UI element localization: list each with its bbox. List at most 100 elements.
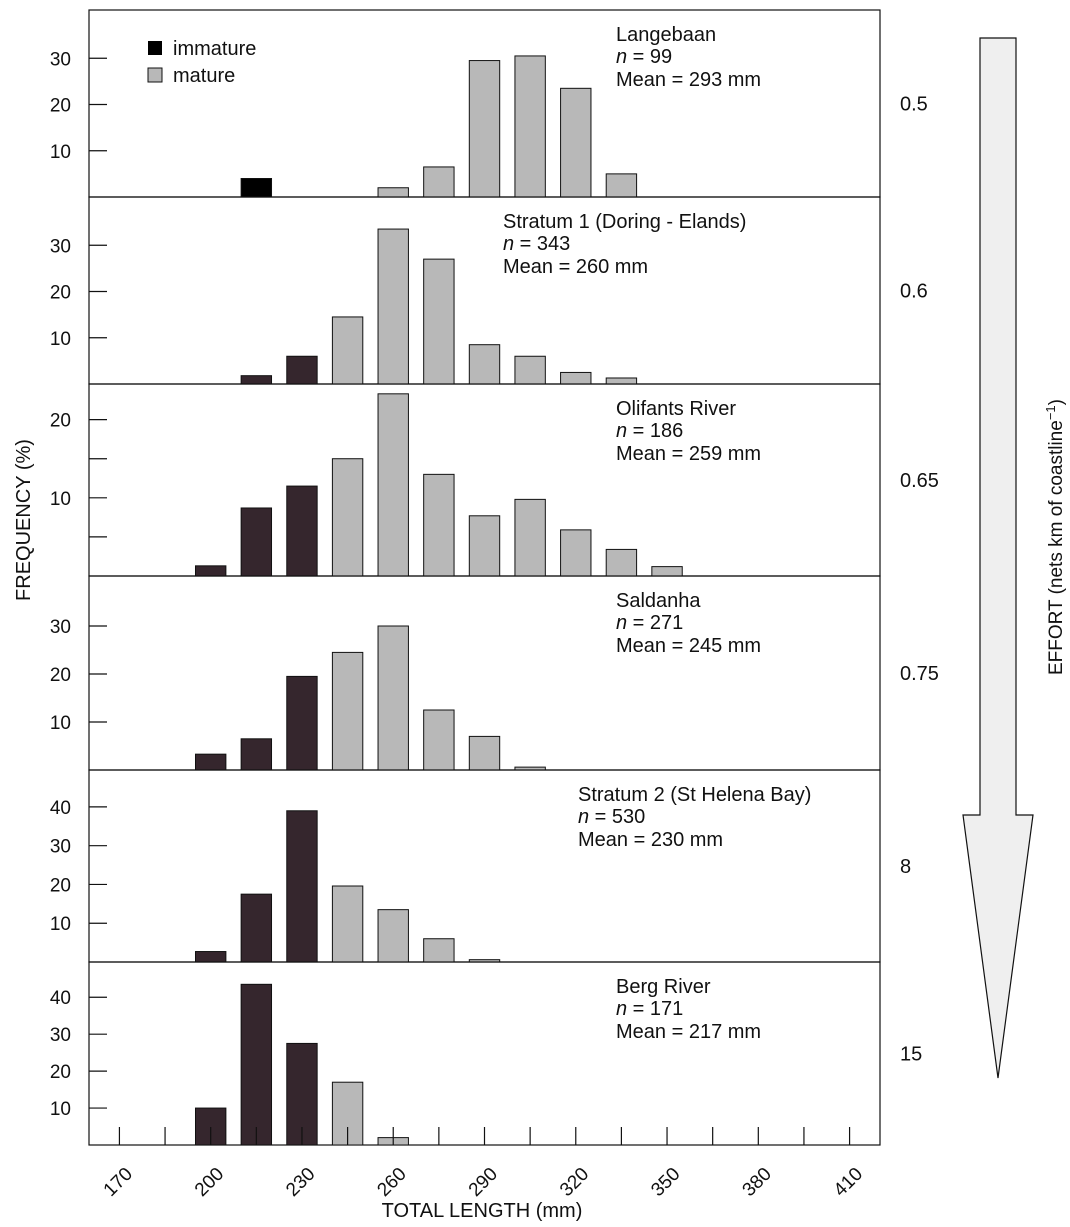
- legend-mature-swatch: [147, 67, 163, 83]
- x-tick-label: 410: [830, 1164, 867, 1201]
- y-tick-label: 30: [50, 1025, 71, 1046]
- bar-mature: [514, 55, 546, 198]
- y-tick-label: 30: [50, 617, 71, 638]
- effort-value: 0.6: [900, 281, 928, 303]
- panel-title: Stratum 1 (Doring - Elands): [503, 211, 746, 233]
- x-tick-label: 350: [647, 1164, 684, 1201]
- n-symbol: n: [616, 46, 627, 68]
- x-tick-label: 230: [282, 1164, 319, 1201]
- panel-2: 10 20 30 Stratum 1 (Doring - Elands)n = 343…: [50, 196, 928, 385]
- panel-title: Langebaan: [616, 24, 716, 46]
- bar-mature: [605, 548, 638, 577]
- bar-immature: [286, 485, 318, 577]
- n-value: = 186: [627, 420, 683, 442]
- y-tick-label: 30: [50, 49, 71, 70]
- bar-mature: [377, 625, 409, 771]
- bar-immature: [194, 753, 227, 771]
- bar-immature: [240, 507, 273, 577]
- bar-mature: [423, 166, 455, 198]
- y-axis-label: FREQUENCY (%): [13, 439, 35, 601]
- x-tick-label: 200: [191, 1164, 228, 1201]
- n-value: = 343: [514, 233, 570, 255]
- x-axis-label: TOTAL LENGTH (mm): [382, 1200, 583, 1222]
- bar-immature: [194, 951, 227, 963]
- n-value: = 99: [627, 46, 672, 68]
- x-tick-label: 320: [556, 1164, 593, 1201]
- panel-n: n = 343: [503, 233, 570, 255]
- bar-mature: [468, 735, 501, 771]
- panel-n: n = 271: [616, 612, 683, 634]
- bar-mature: [423, 258, 455, 385]
- panel-n: n = 99: [616, 46, 672, 68]
- y-tick-label: 40: [50, 988, 71, 1009]
- panel-5: 10 20 30 40 Stratum 2 (St Helena Bay)n = 530…: [50, 769, 911, 963]
- panel-mean: Mean = 245 mm: [616, 635, 761, 657]
- bar-immature: [194, 565, 227, 577]
- n-value: = 171: [627, 998, 683, 1020]
- panel-n: n = 186: [616, 420, 683, 442]
- n-value: = 530: [589, 806, 645, 828]
- y-tick-label: 20: [50, 96, 71, 117]
- y-tick-label: 10: [50, 489, 71, 510]
- bar-mature: [331, 651, 364, 771]
- bar-mature: [331, 885, 364, 963]
- y-tick-label: 10: [50, 713, 71, 734]
- y-tick-label: 20: [50, 411, 71, 432]
- y-tick-label: 20: [50, 875, 71, 896]
- y-tick-label: 40: [50, 798, 71, 819]
- n-symbol: n: [503, 233, 514, 255]
- y-tick-label: 10: [50, 142, 71, 163]
- bar-immature: [240, 738, 273, 771]
- panel-n: n = 171: [616, 998, 683, 1020]
- y-tick-label: 20: [50, 283, 71, 304]
- effort-direction-arrow: [962, 37, 1034, 1079]
- panel-title: Berg River: [616, 976, 711, 998]
- effort-value: 0.5: [900, 94, 928, 116]
- bar-immature: [286, 675, 318, 771]
- bar-mature: [377, 187, 409, 198]
- bar-mature: [377, 393, 409, 577]
- bar-immature: [240, 178, 273, 198]
- bar-mature: [560, 371, 592, 385]
- n-symbol: n: [616, 998, 627, 1020]
- y-tick-label: 20: [50, 665, 71, 686]
- bar-mature: [377, 228, 409, 385]
- effort-value: 8: [900, 856, 911, 878]
- x-tick-label: 260: [373, 1164, 410, 1201]
- bar-mature: [423, 938, 455, 963]
- legend-mature-label: mature: [173, 65, 235, 87]
- bar-mature: [423, 473, 455, 577]
- x-tick-label: 290: [465, 1164, 502, 1201]
- legend: immature mature: [147, 38, 256, 87]
- panel-n: n = 530: [578, 806, 645, 828]
- n-symbol: n: [616, 420, 627, 442]
- bar-immature: [286, 810, 318, 963]
- bar-mature: [468, 344, 501, 385]
- effort-value: 0.75: [900, 663, 939, 685]
- bar-immature: [240, 983, 273, 1146]
- bar-mature: [514, 498, 546, 577]
- y-tick-label: 10: [50, 329, 71, 350]
- n-symbol: n: [616, 612, 627, 634]
- y-tick-label: 20: [50, 1062, 71, 1083]
- bar-mature: [468, 515, 501, 577]
- bar-mature: [423, 709, 455, 771]
- bar-mature: [605, 173, 638, 198]
- bar-mature: [560, 529, 592, 577]
- bar-mature: [331, 458, 364, 577]
- panel-title: Olifants River: [616, 398, 736, 420]
- bar-immature: [240, 375, 273, 385]
- bar-immature: [286, 355, 318, 385]
- effort-value: 15: [900, 1044, 922, 1066]
- bar-mature: [560, 87, 592, 198]
- y-tick-label: 10: [50, 1099, 71, 1120]
- panel-title: Stratum 2 (St Helena Bay): [578, 784, 811, 806]
- legend-immature-swatch: [148, 41, 162, 55]
- effort-axis-label: EFFORT (nets km of coastline−1): [1043, 399, 1067, 675]
- n-symbol: n: [578, 806, 589, 828]
